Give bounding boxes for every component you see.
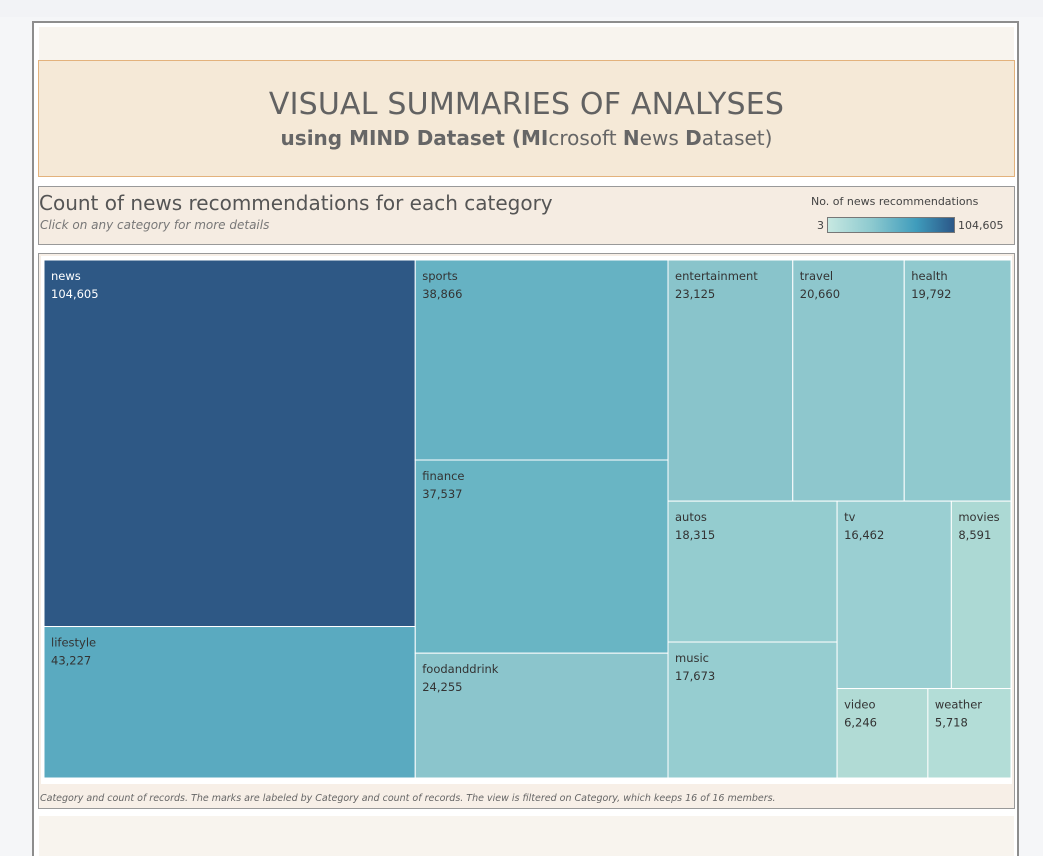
- treemap-tile-video[interactable]: video 6,246: [836, 688, 929, 779]
- treemap-label-value: 104,605: [51, 287, 99, 301]
- treemap-rect-finance[interactable]: [414, 459, 669, 654]
- treemap-label-category: travel: [800, 269, 833, 283]
- subtitle-part: ataset: [701, 126, 765, 150]
- treemap-label-value: 43,227: [51, 654, 91, 668]
- treemap-tile-foodanddrink[interactable]: foodanddrink 24,255: [414, 652, 669, 779]
- subtitle-part: crosoft: [548, 126, 623, 150]
- treemap-label-value: 23,125: [675, 287, 715, 301]
- treemap-label-category: autos: [675, 510, 707, 524]
- treemap-rect-sports[interactable]: [414, 259, 669, 461]
- treemap-rect-entertainment[interactable]: [667, 259, 794, 502]
- legend-title: No. of news recommendations: [811, 195, 979, 208]
- treemap-label-category: video: [844, 698, 875, 712]
- treemap-tile-lifestyle[interactable]: lifestyle 43,227: [43, 626, 416, 779]
- treemap-rect-movies[interactable]: [950, 500, 1012, 690]
- treemap-label-category: foodanddrink: [422, 662, 499, 676]
- subtitle-dataset-name: MIcrosoft News Dataset: [521, 126, 765, 150]
- treemap-label-value: 6,246: [844, 716, 877, 730]
- treemap-tile-sports[interactable]: sports 38,866: [414, 259, 669, 461]
- title-banner: VISUAL SUMMARIES OF ANALYSES using MIND …: [38, 60, 1015, 177]
- treemap-tile-weather[interactable]: weather 5,718: [927, 688, 1012, 779]
- legend-min-label: 3: [817, 219, 824, 232]
- legend-max-label: 104,605: [958, 219, 1004, 232]
- chart-caption: Category and count of records. The marks…: [40, 793, 776, 804]
- bottom-spacer: [39, 816, 1014, 856]
- treemap-label-category: movies: [958, 510, 999, 524]
- legend-color-bar: [827, 217, 955, 233]
- page-subtitle: using MIND Dataset (MIcrosoft News Datas…: [39, 125, 1014, 151]
- treemap-rect-autos[interactable]: [667, 500, 838, 643]
- treemap-tile-finance[interactable]: finance 37,537: [414, 459, 669, 654]
- treemap-label-category: sports: [422, 269, 458, 283]
- treemap-rect-foodanddrink[interactable]: [414, 652, 669, 779]
- treemap-label-category: tv: [844, 510, 856, 524]
- treemap-rect-weather[interactable]: [927, 688, 1012, 779]
- subtitle-part: MI: [521, 126, 549, 150]
- treemap-tile-news[interactable]: news 104,605: [43, 259, 416, 628]
- treemap-rect-music[interactable]: [667, 641, 838, 779]
- treemap-tile-tv[interactable]: tv 16,462: [836, 500, 952, 690]
- treemap-rect-travel[interactable]: [792, 259, 905, 502]
- top-spacer: [39, 27, 1014, 60]
- treemap-label-value: 38,866: [422, 287, 462, 301]
- treemap-tile-health[interactable]: health 19,792: [903, 259, 1012, 502]
- chart-title: Count of news recommendations for each c…: [39, 191, 553, 215]
- treemap-label-category: weather: [935, 698, 982, 712]
- treemap-area: news 104,605 lifestyle 43,227 sports 38,866 fi…: [41, 256, 1012, 784]
- treemap-label-value: 5,718: [935, 716, 968, 730]
- treemap-label-value: 24,255: [422, 680, 462, 694]
- page-title: VISUAL SUMMARIES OF ANALYSES: [268, 87, 785, 122]
- treemap-tile-movies[interactable]: movies 8,591: [950, 500, 1012, 690]
- treemap-rect-lifestyle[interactable]: [43, 626, 416, 779]
- treemap-label-category: finance: [422, 469, 464, 483]
- treemap-label-value: 16,462: [844, 528, 884, 542]
- subtitle-part: ews: [639, 126, 686, 150]
- treemap-label-value: 18,315: [675, 528, 715, 542]
- treemap-rect-health[interactable]: [903, 259, 1012, 502]
- treemap-label-category: health: [911, 269, 947, 283]
- treemap-label-category: music: [675, 651, 709, 665]
- treemap-label-value: 20,660: [800, 287, 840, 301]
- chart-header: Count of news recommendations for each c…: [38, 186, 1015, 245]
- treemap-tile-travel[interactable]: travel 20,660: [792, 259, 905, 502]
- treemap-panel: news 104,605 lifestyle 43,227 sports 38,866 fi…: [38, 253, 1015, 809]
- chart-subtitle: Click on any category for more details: [40, 218, 270, 232]
- treemap-tile-music[interactable]: music 17,673: [667, 641, 838, 779]
- subtitle-suffix: ): [764, 126, 773, 150]
- treemap-label-category: lifestyle: [51, 636, 96, 650]
- treemap-chart: news 104,605 lifestyle 43,227 sports 38,866 fi…: [43, 259, 1012, 779]
- treemap-label-category: entertainment: [675, 269, 758, 283]
- top-bar: [0, 0, 1043, 17]
- treemap-label-value: 17,673: [675, 669, 715, 683]
- treemap-rect-news[interactable]: [43, 259, 416, 628]
- treemap-tile-entertainment[interactable]: entertainment 23,125: [667, 259, 794, 502]
- subtitle-part: D: [685, 126, 702, 150]
- dashboard-frame: VISUAL SUMMARIES OF ANALYSES using MIND …: [32, 21, 1019, 856]
- subtitle-prefix: using MIND Dataset (: [280, 126, 521, 150]
- subtitle-part: N: [622, 126, 640, 150]
- treemap-tile-autos[interactable]: autos 18,315: [667, 500, 838, 643]
- treemap-label-value: 19,792: [911, 287, 951, 301]
- treemap-label-value: 8,591: [958, 528, 991, 542]
- treemap-label-category: news: [51, 269, 81, 283]
- treemap-label-value: 37,537: [422, 487, 462, 501]
